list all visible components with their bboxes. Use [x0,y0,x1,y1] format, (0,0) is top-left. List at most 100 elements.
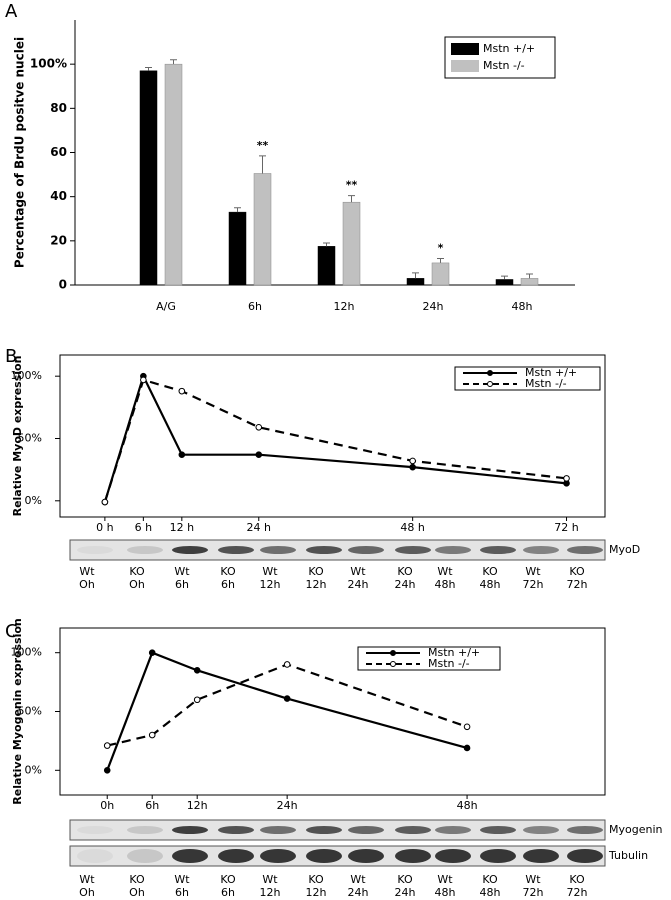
legend-marker [487,370,493,376]
lane-label: KO [220,873,236,886]
point [563,475,570,482]
blot-band [480,826,516,834]
blot-band [435,826,471,834]
lane-label: KO [308,873,324,886]
point [463,744,471,752]
y-tick-label: 100% [30,57,67,71]
bar [495,279,514,286]
lane-label: 6h [175,886,189,899]
bar [431,262,450,286]
error-bar [170,59,177,65]
blot-label: Myogenin [609,823,663,836]
blot-band [523,546,559,554]
point [283,695,291,702]
blot-band [435,849,471,863]
legend-label: Mstn +/+ [483,42,535,55]
lane-label: Wt [174,565,190,578]
lane-label: Wt [525,873,541,886]
error-bar [526,273,533,279]
blot-band [306,546,342,554]
x-tick-label: 0h [100,799,114,812]
error-bar [501,275,508,280]
legend-marker [487,381,493,387]
blot-band [127,849,163,863]
error-bar [259,155,266,174]
y-tick-label: 80 [50,101,67,115]
y-tick-label: 50% [18,431,42,444]
lane-label: Wt [79,565,95,578]
legend-label: Mstn -/- [525,377,567,390]
error-bar [412,272,419,279]
lane-label: KO [482,873,498,886]
blot-band [77,826,113,834]
lane-label: 72h [523,578,544,591]
x-tick-label: 0 h [96,521,113,534]
y-tick-label: 0% [25,494,42,507]
y-tick-label: 60 [50,145,67,159]
lane-label: Wt [262,873,278,886]
x-tick-label: 12 h [170,521,194,534]
blot-band [395,826,431,834]
blot-band [348,826,384,834]
x-tick-label: 24 h [247,521,271,534]
error-bar [437,258,444,263]
x-tick-label: 48h [512,300,533,313]
y-axis-label: Relative Myogenin expression [11,618,24,804]
blot-band [218,546,254,554]
significance: ** [346,179,358,192]
error-bar [234,207,241,213]
blot-band [306,826,342,834]
lane-label: 48h [435,578,456,591]
x-tick-label: 12h [334,300,355,313]
blot-band [567,546,603,554]
y-tick-label: 100% [11,369,42,382]
blot-band [395,546,431,554]
point [148,731,156,739]
blot-band [218,849,254,863]
lane-label: Wt [79,873,95,886]
point [255,423,263,431]
blot-band [480,546,516,554]
blot-band [480,849,516,863]
lane-label: KO [569,873,585,886]
lane-label: 24h [395,886,416,899]
lane-label: 6h [175,578,189,591]
blot-band [348,546,384,554]
series-line [103,373,567,503]
lane-label: 12h [306,578,327,591]
point [140,376,147,384]
x-tick-label: 24h [277,799,298,812]
lane-label: 48h [480,886,501,899]
lane-label: 48h [480,578,501,591]
bar [317,246,336,286]
point [409,457,416,465]
point [178,387,186,395]
lane-label: KO [129,873,145,886]
legend-marker [390,661,396,667]
bar [228,211,247,286]
point [463,723,471,731]
lane-label: KO [569,565,585,578]
lane-label: Wt [174,873,190,886]
x-tick-label: 6h [248,300,262,313]
blot-band [127,546,163,554]
x-tick-label: 48h [457,799,478,812]
blot-band [523,826,559,834]
x-tick-label: 12h [187,799,208,812]
error-bar [348,195,355,203]
lane-label: 48h [435,886,456,899]
lane-label: 6h [221,886,235,899]
point [101,498,109,506]
x-tick-label: 6 h [135,521,152,534]
series-line [106,663,468,747]
legend-swatch [451,60,479,72]
blot-band [435,546,471,554]
blot-band [306,849,342,863]
lane-label: 12h [260,886,281,899]
lane-label: 72h [567,886,588,899]
point [148,649,156,656]
error-bar [323,242,330,247]
point [103,742,111,749]
plot-frame [59,354,606,518]
